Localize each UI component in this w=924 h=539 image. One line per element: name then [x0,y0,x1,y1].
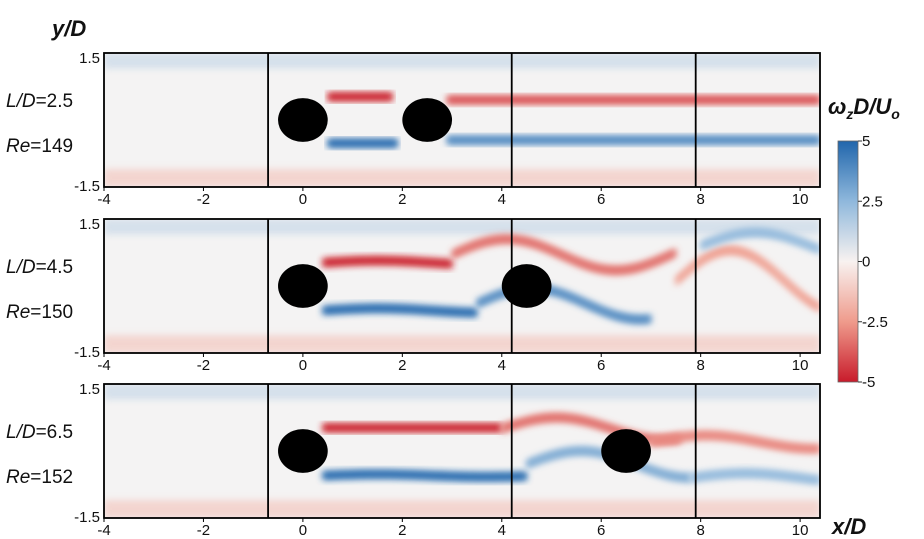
colorbar-tick-label: 0 [862,254,870,271]
panel-ld-label: L/D=4.5 [6,257,73,278]
panel-ld-label: L/D=2.5 [6,91,73,112]
y-tick-top: 1.5 [79,381,100,398]
x-axis-title: x/D [831,514,866,539]
panel-3: 1.5 -1.5-4 -2 0 2 4 6 8 10 L/D=6.5 Re=152 [6,381,821,539]
y-tick-bottom: -1.5 [74,509,100,526]
vorticity-field-bg [104,219,820,353]
colorbar-ticks: 5 2.5 0 -2.5 -5 [858,133,888,391]
y-tick-top: 1.5 [79,216,100,233]
x-tick-label: 2 [398,191,406,208]
shear-layer-4 [526,447,691,482]
x-tick-label: -2 [197,357,210,374]
y-tick-bottom: -1.5 [74,344,100,361]
colorbar-tick-label: 2.5 [862,193,883,210]
x-tick-label: 8 [696,191,704,208]
panel-re-label: Re=152 [6,467,73,488]
x-tick-label: 4 [498,522,506,539]
x-tick-label: 2 [398,522,406,539]
ld-value: =2.5 [36,91,74,112]
panel-1: 1.5 -1.5-4 -2 0 2 4 6 8 10 L/D=2.5 Re=149 [6,50,821,208]
shear-layer-3 [447,95,820,104]
re-symbol: Re [6,467,30,488]
colorbar-title-main: ω [828,94,846,119]
panel-re-label: Re=150 [6,302,73,323]
ld-symbol: L/D [6,91,36,112]
x-tick-label: 6 [597,191,605,208]
x-tick-label: 8 [696,522,704,539]
panel-frame [103,52,821,188]
re-value: =152 [30,467,73,488]
x-tick-label: -2 [197,191,210,208]
re-value: =149 [30,136,73,157]
y-axis-title: y/D [51,16,86,41]
ld-value: =6.5 [36,422,74,443]
x-tick-label: 4 [498,357,506,374]
colorbar-tick-label: 5 [862,133,870,150]
upper-wall-tint [104,53,820,69]
shear-layer-2 [322,304,477,317]
y-tick-bottom: -1.5 [74,178,100,195]
cylinder-2 [402,98,453,142]
shear-layer-1 [327,92,393,101]
ld-symbol: L/D [6,422,36,443]
colorbar [837,140,859,383]
shear-layer-3 [452,235,676,275]
lower-wall-tint [104,169,820,187]
y-tick-top: 1.5 [79,50,100,67]
x-tick-label: 4 [498,191,506,208]
re-symbol: Re [6,302,30,323]
x-tick-label: 10 [792,191,809,208]
shear-layer-4 [476,284,651,324]
shear-layer-1 [322,256,453,268]
cylinder-2 [501,264,552,308]
cylinder-2 [601,429,651,473]
x-tick-label: 10 [792,357,809,374]
colorbar-tick-label: -2.5 [862,314,888,331]
cylinder-1 [278,98,328,142]
ld-value: =4.5 [36,257,74,278]
x-tick-label: 10 [792,522,809,539]
colorbar-title-sub2: o [891,106,900,122]
colorbar-title: ωzD/Uo [828,94,900,122]
vorticity-field-bg [104,384,820,518]
panel-ld-label: L/D=6.5 [6,422,73,443]
cylinder-1 [278,264,328,308]
re-symbol: Re [6,136,30,157]
x-tick-label: -2 [197,522,210,539]
panel-frame [103,218,821,354]
upper-wall-tint [104,384,820,400]
x-tick-label: 6 [597,357,605,374]
x-tick-label: 0 [299,191,307,208]
x-tick-label: 8 [696,357,704,374]
shear-layer-5 [650,431,820,453]
panels-group: 1.5-1.5-4 -2 0 2 4 6 8 10L/D=2.5Re=1491.5-1.5-4… [6,50,821,539]
upper-wall-tint [104,219,820,235]
x-tick-label: 6 [597,522,605,539]
colorbar-title-mid: D/U [853,94,892,119]
shear-layer-6 [700,228,820,254]
vorticity-field-bg [104,53,820,187]
shear-layer-1 [322,423,502,432]
x-tick-label: 0 [299,522,307,539]
colorbar-tick-label: -5 [862,374,875,391]
shear-layer-6 [690,469,820,485]
colorbar-title-sub1: z [845,106,853,122]
lower-wall-tint [104,500,820,518]
x-tick-label: 0 [299,357,307,374]
x-tick-label: -4 [97,357,110,374]
x-tick-label: -4 [97,191,110,208]
shear-layer-4 [447,136,820,145]
ld-symbol: L/D [6,257,36,278]
shear-layer-2 [322,470,527,481]
panel-re-label: Re=149 [6,136,73,157]
x-tick-label: -4 [97,522,110,539]
re-value: =150 [30,302,73,323]
cylinder-1 [278,429,328,473]
panel-frame [103,383,821,519]
shear-layer-2 [327,139,398,148]
x-tick-label: 2 [398,357,406,374]
panel-2: 1.5 -1.5-4 -2 0 2 4 6 8 10 L/D=4.5 Re=150 [6,216,821,374]
lower-wall-tint [104,335,820,353]
